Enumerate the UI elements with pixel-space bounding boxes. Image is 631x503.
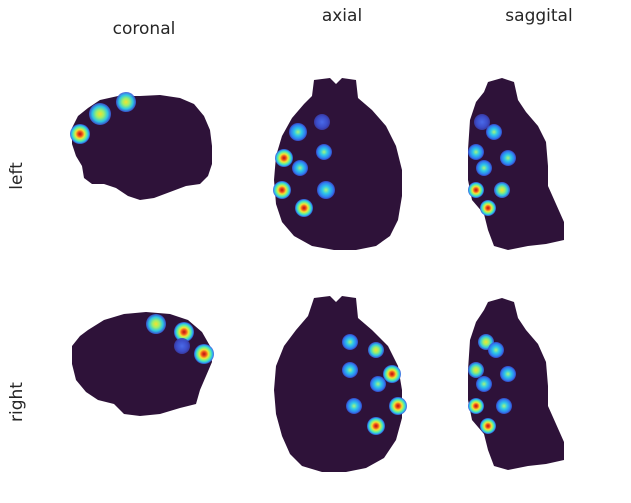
activation-blob [367,417,385,435]
activation-blob [314,114,330,130]
column-title-axial: axial [321,6,363,26]
activation-blob [488,342,504,358]
activation-blob [70,124,90,144]
activation-blob [468,182,484,198]
activation-blob [116,92,136,112]
activation-blob [89,103,111,125]
activation-blob [174,322,194,342]
activation-blob [468,398,484,414]
activation-blob [476,376,492,392]
activation-blob [476,160,492,176]
activation-blob [468,144,484,160]
activation-blob [486,124,502,140]
activation-blob [273,181,291,199]
activation-blob [496,398,512,414]
activation-blob [174,338,190,354]
activation-blob [295,199,313,217]
activation-blob [342,362,358,378]
activation-blob [275,149,293,167]
activation-blob [389,397,407,415]
activation-blob [480,200,496,216]
activation-blob [317,181,335,199]
activation-blob [368,342,384,358]
column-title-coronal: coronal [112,19,176,39]
activation-blob [342,334,358,350]
activation-blob [194,344,214,364]
column-title-saggital: saggital [505,6,573,26]
activation-blob [500,150,516,166]
activation-blob [480,418,496,434]
activation-blob [346,398,362,414]
activation-blob [494,182,510,198]
activation-blob [316,144,332,160]
activation-blob [289,123,307,141]
activation-blob [292,160,308,176]
activation-blob [383,365,401,383]
activation-blob [370,376,386,392]
activation-blob [468,362,484,378]
activation-blob [474,114,490,130]
activation-blob [146,314,166,334]
activation-blob [500,366,516,382]
